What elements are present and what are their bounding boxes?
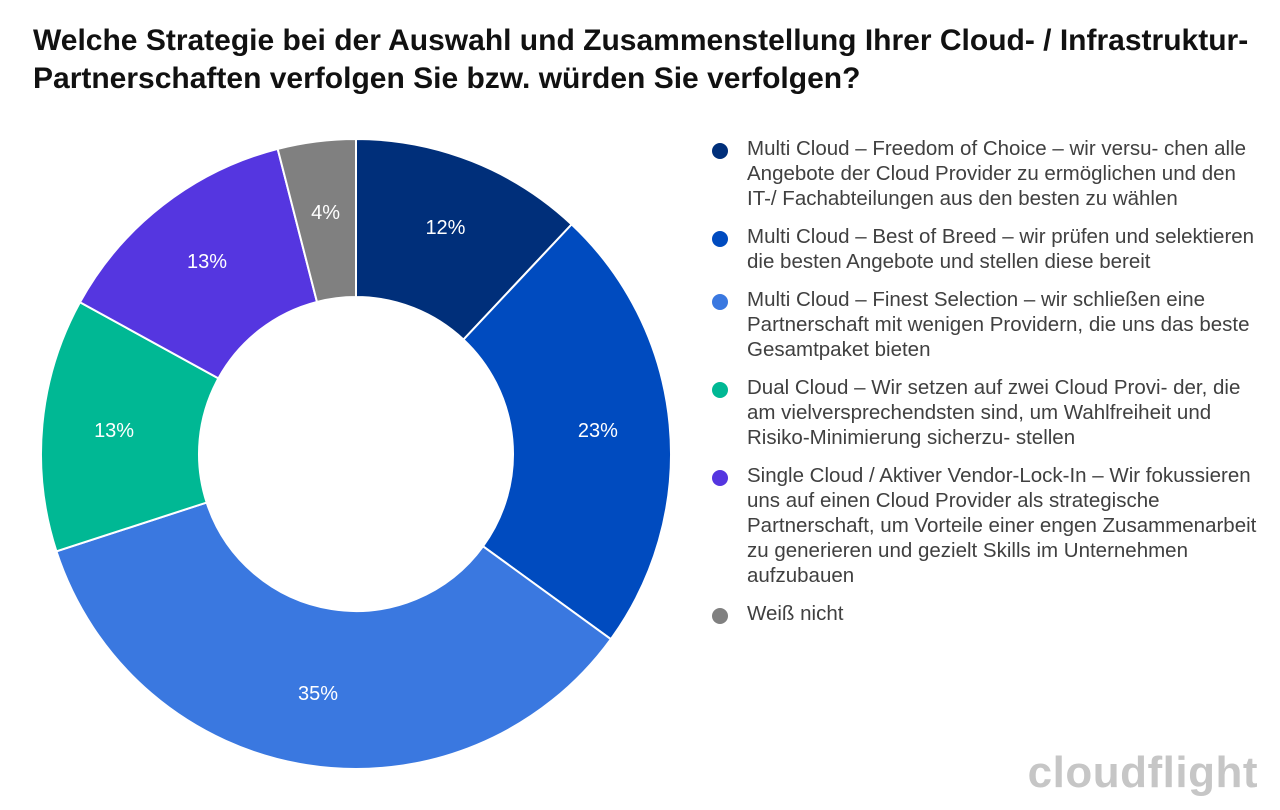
donut-slice-1 [462,222,672,641]
legend-item-3: Dual Cloud – Wir setzen auf zwei Cloud P… [712,375,1257,450]
legend-swatch-3 [712,382,728,398]
donut-chart: 12% 23% 35% 13% 13% 4% [0,120,700,790]
legend-item-1: Multi Cloud – Best of Breed – wir prüfen… [712,224,1257,274]
legend: Multi Cloud – Freedom of Choice – wir ve… [712,136,1257,639]
donut-chart-svg: 12% 23% 35% 13% 13% 4% [40,137,672,770]
legend-label-5: Weiß nicht [747,602,844,625]
legend-swatch-5 [712,608,728,624]
donut-value-label-3: 13% [94,420,134,442]
donut-value-label-4: 13% [187,251,227,273]
legend-label-4: Single Cloud / Aktiver Vendor-Lock-In – … [747,464,1257,587]
donut-value-label-2: 35% [298,683,338,705]
legend-swatch-1 [712,231,728,247]
legend-label-3: Dual Cloud – Wir setzen auf zwei Cloud P… [747,376,1241,449]
cloudflight-logo: cloudflight [1027,748,1258,797]
legend-label-1: Multi Cloud – Best of Breed – wir prüfen… [747,225,1255,273]
donut-slice-3 [40,300,220,553]
donut-slice-4 [78,147,319,380]
legend-label-0: Multi Cloud – Freedom of Choice – wir ve… [747,137,1247,210]
legend-item-0: Multi Cloud – Freedom of Choice – wir ve… [712,136,1257,211]
donut-slice-0 [355,137,574,341]
legend-swatch-0 [712,143,728,159]
donut-value-label-0: 12% [425,217,465,239]
legend-swatch-2 [712,294,728,310]
donut-value-label-1: 23% [578,420,618,442]
donut-slice-2 [55,501,613,770]
donut-slice-5 [276,137,357,304]
donut-value-label-5: 4% [311,202,340,224]
legend-swatch-4 [712,470,728,486]
legend-item-5: Weiß nicht [712,601,1257,626]
legend-label-2: Multi Cloud – Finest Selection – wir sch… [747,288,1250,361]
legend-item-4: Single Cloud / Aktiver Vendor-Lock-In – … [712,463,1257,588]
chart-title: Welche Strategie bei der Auswahl und Zus… [33,24,1249,95]
legend-item-2: Multi Cloud – Finest Selection – wir sch… [712,287,1257,362]
